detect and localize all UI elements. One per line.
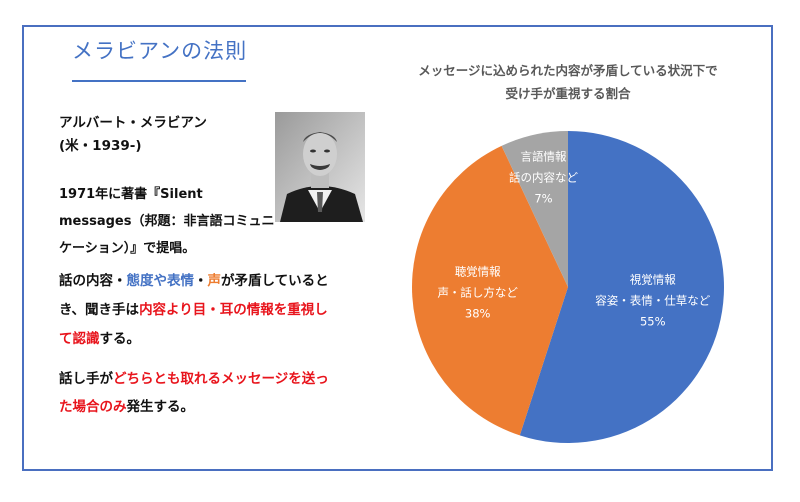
para1-text-2: ・	[194, 273, 208, 289]
person-origin: (米・1939-)	[59, 138, 142, 154]
para1-text-4: する。	[99, 331, 141, 347]
para2-highlight-ambiguous: どちらとも取れるメッセージを送った場合のみ	[59, 371, 329, 415]
pie-value-2: 38%	[465, 307, 491, 321]
pie-slice-2	[411, 145, 568, 436]
person-name-block: アルバート・メラビアン (米・1939-)	[59, 112, 207, 158]
para1-text-3: が矛盾しているとき、聞き手は	[59, 273, 329, 318]
chart-title: メッセージに込められた内容が矛盾している状況下で 受け手が重視する割合	[398, 59, 738, 105]
pie-label-1: 視覚情報	[630, 272, 676, 286]
page-title: メラビアンの法則	[72, 39, 248, 63]
pie-sublabel-2: 声・話し方など	[437, 286, 518, 300]
chart-title-line-2: 受け手が重視する割合	[505, 86, 631, 101]
person-description: 1971年に著書『Silent messages（邦題：非言語コミュニケーション…	[59, 187, 275, 256]
title-underline	[72, 80, 246, 82]
para2-text-1: 話し手が	[59, 371, 113, 387]
pie-label-2: 聴覚情報	[455, 265, 501, 279]
pie-slice-3	[501, 131, 568, 287]
paragraph-condition: 話し手がどちらとも取れるメッセージを送った場合のみ発生する。	[59, 365, 329, 421]
portrait-illustration	[275, 112, 365, 222]
person-name: アルバート・メラビアン	[59, 115, 207, 131]
pie-value-3: 7%	[534, 191, 552, 205]
pie-slice-1	[519, 131, 725, 443]
pie-value-1: 55%	[640, 314, 666, 328]
para2-text-2: 発生する。	[126, 399, 195, 415]
portrait-photo	[275, 112, 365, 222]
pie-sublabel-1: 容姿・表情・仕草など	[595, 293, 710, 307]
para1-highlight-voice: 声	[207, 273, 222, 289]
para1-highlight-attitude: 態度や表情	[126, 273, 195, 289]
pie-sublabel-3: 話の内容など	[509, 170, 578, 184]
para1-text-1: 話の内容・	[59, 273, 127, 289]
chart-title-line-1: メッセージに込められた内容が矛盾している状況下で	[418, 63, 718, 78]
para1-highlight-eyes-ears: 内容より目・耳の情報を重視して認識	[59, 302, 328, 347]
pie-label-3: 言語情報	[520, 149, 566, 163]
paragraph-contradiction: 話の内容・態度や表情・声が矛盾しているとき、聞き手は内容より目・耳の情報を重視し…	[59, 267, 329, 354]
